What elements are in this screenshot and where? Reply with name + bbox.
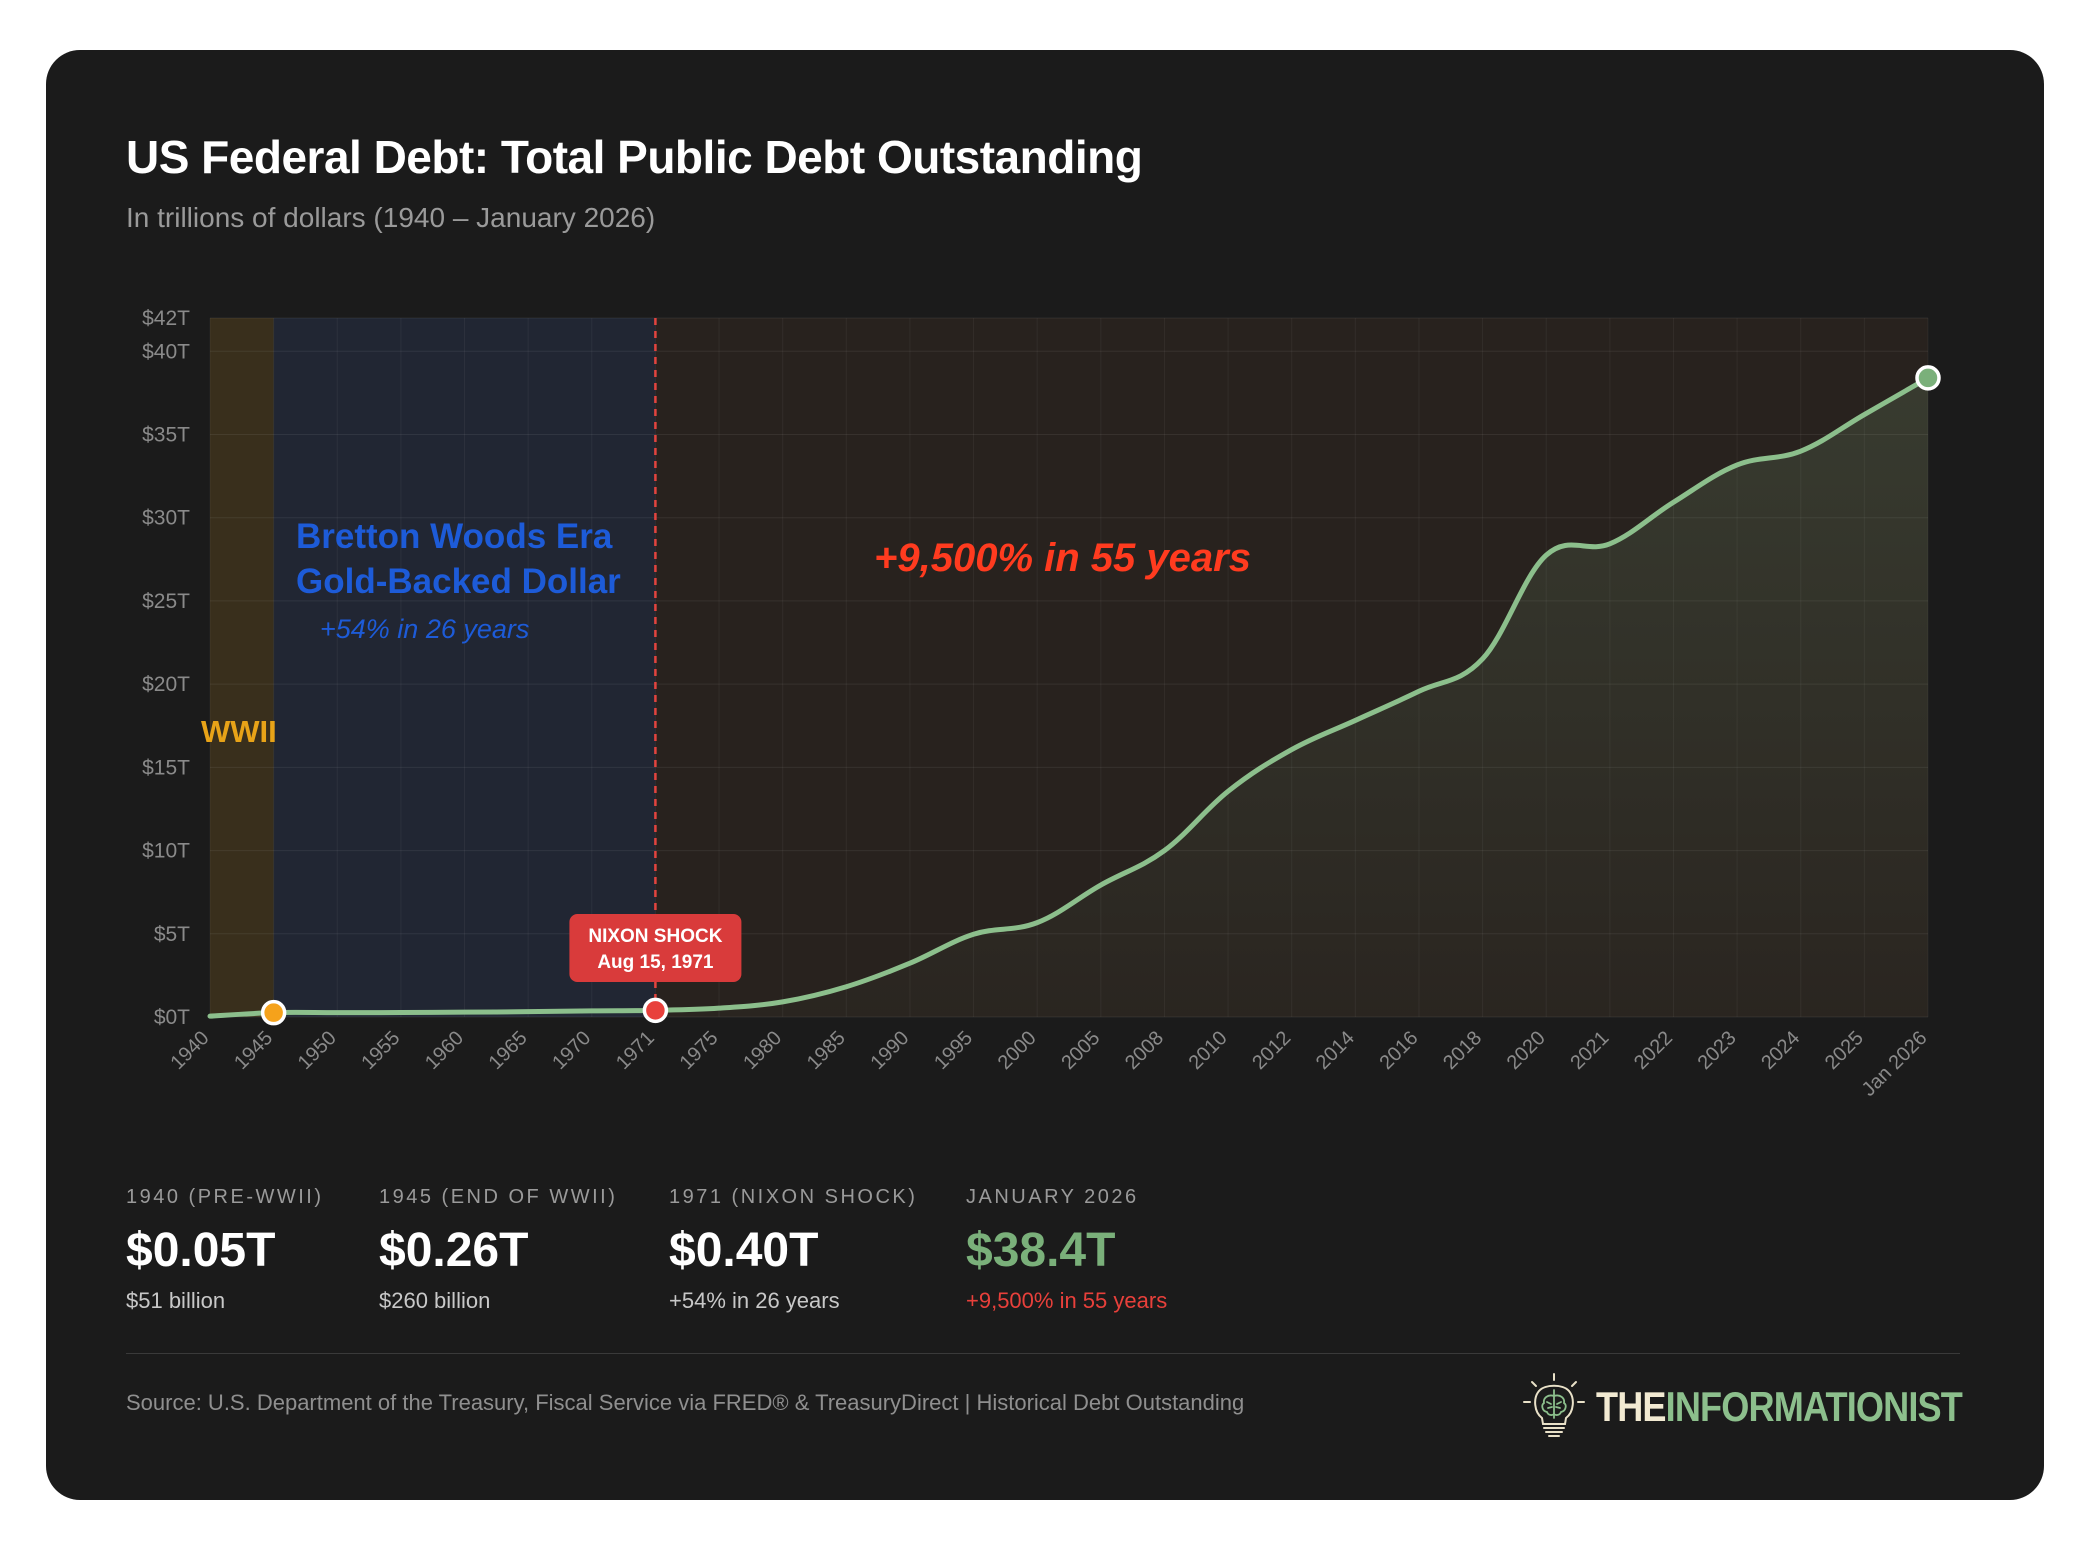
stat-2026: JANUARY 2026 $38.4T +9,500% in 55 years [966,1186,1167,1314]
footer-divider [126,1353,1960,1354]
x-tick-label: 1945 [230,1027,277,1074]
x-tick-label: 2020 [1503,1027,1550,1074]
chart-title: US Federal Debt: Total Public Debt Outst… [126,131,1143,183]
x-tick-label: 1955 [357,1027,404,1074]
debt-area [210,377,1928,1017]
wwii-label: WWII [201,714,277,749]
y-tick-label: $15T [142,756,190,779]
post-nixon-growth-label: +9,500% in 55 years [874,536,1251,580]
stat-1940: 1940 (PRE-WWII) $0.05T $51 billion [126,1186,324,1314]
stat-value: $0.05T [126,1224,276,1277]
lightbulb-brain-icon [1523,1373,1585,1437]
stat-note: +9,500% in 55 years [966,1288,1168,1313]
stat-value: $38.4T [966,1224,1116,1277]
debt-line [207,375,1931,1019]
band-bretton-woods [273,318,656,1017]
x-tick-label: 2022 [1630,1027,1677,1074]
source-note: Source: U.S. Department of the Treasury,… [126,1390,1245,1415]
x-tick-label: 1950 [294,1027,341,1074]
stat-label: 1940 (PRE-WWII) [126,1186,324,1208]
nixon-callout-date: Aug 15, 1971 [597,952,714,973]
x-tick-label: 2025 [1821,1027,1868,1074]
stat-note: $260 billion [379,1288,491,1313]
x-tick-label: Jan 2026 [1858,1027,1932,1101]
nixon-callout-box [569,914,742,982]
chart-subtitle: In trillions of dollars (1940 – January … [126,202,656,233]
x-tick-label: 1970 [548,1027,595,1074]
stat-label: 1971 (NIXON SHOCK) [669,1186,918,1208]
brand-logo: THEINFORMATIONIST [1522,1372,2022,1442]
x-tick-label: 1965 [485,1027,532,1074]
gold-backed-label: Gold-Backed Dollar [296,562,621,601]
stat-note: $51 billion [126,1288,226,1313]
x-tick-label: 2018 [1439,1027,1486,1074]
x-tick-label: 2000 [994,1027,1041,1074]
brand-wordmark: THEINFORMATIONIST [1596,1383,1963,1431]
y-tick-label: $25T [142,590,190,613]
data-marker-1971 [642,997,669,1024]
x-tick-label: 1975 [676,1027,723,1074]
stat-label: 1945 (END OF WWII) [379,1186,618,1208]
x-tick-label: 1995 [930,1027,977,1074]
y-tick-label: $0T [154,1006,190,1029]
x-tick-label: 2023 [1694,1027,1741,1074]
bretton-woods-growth-label: +54% in 26 years [320,614,529,644]
chart-card: US Federal Debt: Total Public Debt Outst… [46,50,2044,1500]
x-tick-label: 1980 [739,1027,786,1074]
data-marker-jan-2026 [1915,365,1941,391]
x-tick-label: 2024 [1757,1027,1804,1074]
data-marker-1945 [260,999,287,1026]
bretton-woods-label: Bretton Woods Era [296,517,613,556]
y-tick-label: $10T [142,840,190,863]
y-tick-label: $5T [154,923,190,946]
nixon-callout-title: NIXON SHOCK [588,926,722,947]
x-tick-label: 2005 [1057,1027,1104,1074]
stat-note: +54% in 26 years [669,1288,840,1313]
x-tick-label: 2014 [1312,1027,1359,1074]
y-tick-label: $40T [142,340,190,363]
debt-chart: $0T $5T $10T $15T $20T $25T $30T $35T $40T $42T 19… [142,307,1941,1101]
y-tick-label: $20T [142,673,190,696]
x-tick-label: 2008 [1121,1027,1168,1074]
brand-name: INFORMATIONIST [1665,1383,1963,1430]
x-tick-label: 2012 [1248,1027,1295,1074]
x-tick-label: 1990 [866,1027,913,1074]
y-tick-label: $35T [142,424,190,447]
band-wwii [210,318,274,1017]
stat-1945: 1945 (END OF WWII) $0.26T $260 billion [379,1186,617,1314]
stat-1971: 1971 (NIXON SHOCK) $0.40T +54% in 26 yea… [669,1186,917,1314]
x-tick-label: 2021 [1566,1027,1613,1074]
x-tick-label: 2016 [1375,1027,1422,1074]
x-tick-label: 1940 [167,1027,214,1074]
y-tick-label: $30T [142,507,190,530]
stat-label: JANUARY 2026 [966,1186,1139,1208]
x-tick-label: 2010 [1185,1027,1232,1074]
x-tick-label: 1971 [612,1027,659,1074]
stat-value: $0.40T [669,1224,819,1277]
stat-value: $0.26T [379,1224,529,1277]
y-tick-label: $42T [142,307,190,330]
brand-the: THE [1596,1383,1667,1430]
x-tick-label: 1960 [421,1027,468,1074]
x-tick-label: 1985 [803,1027,850,1074]
